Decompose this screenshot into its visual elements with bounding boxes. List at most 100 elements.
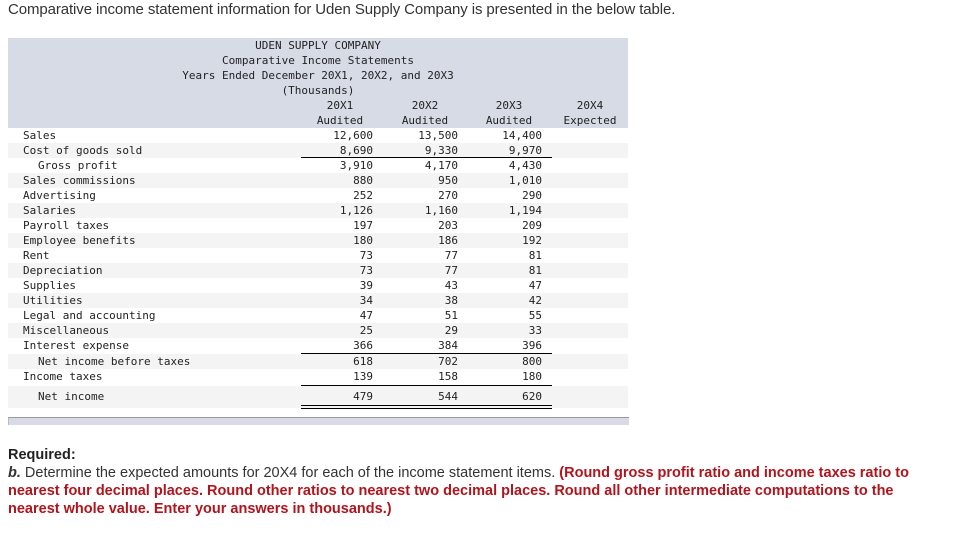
value-20x1: 180 <box>353 234 373 247</box>
value-20x2: 9,330 <box>424 144 458 157</box>
value-20x3: 81 <box>528 264 542 277</box>
col-status-20x4: Expected <box>563 114 617 127</box>
value-20x2: 270 <box>438 189 458 202</box>
table-row-depreciation: Depreciation 73 77 81 <box>8 263 628 278</box>
value-20x1: 197 <box>353 219 373 232</box>
table-row-supplies: Supplies 39 43 47 <box>8 278 628 293</box>
row-label: Sales <box>23 129 57 142</box>
statement-period: Years Ended December 20X1, 20X2, and 20X… <box>182 69 454 82</box>
value-20x2: 158 <box>438 370 458 383</box>
table-row-rent: Rent 73 77 81 <box>8 248 628 263</box>
instruction-text: Determine the expected amounts for 20X4 … <box>20 465 560 481</box>
value-20x3: 14,400 <box>502 129 542 142</box>
company-name: UDEN SUPPLY COMPANY <box>255 39 381 52</box>
value-20x3: 81 <box>528 249 542 262</box>
rounding-note: (Round gross profit ratio and income tax… <box>8 465 909 517</box>
table-row-employee-benefits: Employee benefits 180 186 192 <box>8 233 628 248</box>
value-20x1: 73 <box>359 264 373 277</box>
value-20x1: 139 <box>353 370 373 383</box>
col-year-20x4: 20X4 <box>576 99 604 112</box>
row-label: Salaries <box>23 204 76 217</box>
value-20x3: 1,010 <box>508 174 542 187</box>
table-row-sales-commissions: Sales commissions 880 950 1,010 <box>8 173 628 188</box>
value-20x2: 203 <box>438 219 458 232</box>
row-label: Supplies <box>23 279 76 292</box>
row-label: Miscellaneous <box>23 324 110 337</box>
row-label: Legal and accounting <box>23 309 156 322</box>
row-label: Payroll taxes <box>23 219 110 232</box>
table-row-gross-profit: Gross profit 3,910 4,170 4,430 <box>8 158 628 173</box>
statement-body: Sales 12,600 13,500 14,400 Cost of goods… <box>8 128 628 409</box>
value-20x3: 800 <box>522 355 542 368</box>
col-status-20x3: Audited <box>485 114 533 127</box>
required-title: Required: <box>8 447 76 463</box>
value-20x1: 73 <box>359 249 373 262</box>
col-status-20x1: Audited <box>316 114 364 127</box>
subtotal-rule <box>301 157 552 158</box>
part-label: b. <box>8 465 21 481</box>
table-row-sales: Sales 12,600 13,500 14,400 <box>8 128 628 143</box>
total-double-rule <box>301 405 552 409</box>
value-20x2: 29 <box>444 324 458 337</box>
value-20x2: 77 <box>444 249 458 262</box>
value-20x2: 13,500 <box>418 129 458 142</box>
col-status-20x2: Audited <box>401 114 449 127</box>
value-20x3: 33 <box>528 324 542 337</box>
value-20x1: 47 <box>359 309 373 322</box>
statement-units: (Thousands) <box>281 84 355 97</box>
row-label: Sales commissions <box>23 174 136 187</box>
value-20x3: 9,970 <box>508 144 542 157</box>
table-row-interest-expense: Interest expense 366 384 396 <box>8 338 628 354</box>
value-20x2: 1,160 <box>424 204 458 217</box>
row-label: Depreciation <box>23 264 103 277</box>
col-year-20x3: 20X3 <box>495 99 523 112</box>
intro-text: Comparative income statement information… <box>8 1 676 18</box>
subtotal-rule <box>301 385 552 386</box>
table-row-net-income-before-taxes: Net income before taxes 618 702 800 <box>8 354 628 369</box>
value-20x3: 1,194 <box>508 204 542 217</box>
income-statement-table: UDEN SUPPLY COMPANY Comparative Income S… <box>8 38 628 409</box>
statement-title: Comparative Income Statements <box>221 54 415 67</box>
col-year-20x2: 20X2 <box>411 99 439 112</box>
row-label: Cost of goods sold <box>23 144 143 157</box>
row-label: Gross profit <box>38 159 118 172</box>
horizontal-scrollbar[interactable] <box>8 417 629 425</box>
value-20x3: 55 <box>528 309 542 322</box>
value-20x3: 290 <box>522 189 542 202</box>
row-label: Rent <box>23 249 50 262</box>
col-year-20x1: 20X1 <box>326 99 354 112</box>
row-label: Net income <box>38 390 105 403</box>
value-20x1: 8,690 <box>339 144 373 157</box>
value-20x2: 702 <box>438 355 458 368</box>
row-label: Net income before taxes <box>38 355 191 368</box>
value-20x1: 3,910 <box>339 159 373 172</box>
value-20x2: 950 <box>438 174 458 187</box>
row-label: Utilities <box>23 294 83 307</box>
value-20x3: 192 <box>522 234 542 247</box>
table-row-payroll-taxes: Payroll taxes 197 203 209 <box>8 218 628 233</box>
statement-header: UDEN SUPPLY COMPANY Comparative Income S… <box>8 38 628 128</box>
value-20x3: 4,430 <box>508 159 542 172</box>
row-label: Employee benefits <box>23 234 136 247</box>
value-20x3: 620 <box>522 390 542 403</box>
value-20x2: 77 <box>444 264 458 277</box>
table-row-miscellaneous: Miscellaneous 25 29 33 <box>8 323 628 338</box>
value-20x1: 880 <box>353 174 373 187</box>
value-20x2: 51 <box>444 309 458 322</box>
value-20x3: 180 <box>522 370 542 383</box>
value-20x1: 25 <box>359 324 373 337</box>
table-row-income-taxes: Income taxes 139 158 180 <box>8 369 628 386</box>
value-20x2: 4,170 <box>424 159 458 172</box>
subtotal-rule <box>301 353 552 354</box>
value-20x2: 544 <box>438 390 458 403</box>
table-row-salaries: Salaries 1,126 1,160 1,194 <box>8 203 628 218</box>
value-20x1: 479 <box>353 390 373 403</box>
value-20x2: 38 <box>444 294 458 307</box>
value-20x3: 209 <box>522 219 542 232</box>
table-row-legal-accounting: Legal and accounting 47 51 55 <box>8 308 628 323</box>
row-label: Advertising <box>23 189 96 202</box>
value-20x1: 1,126 <box>339 204 373 217</box>
row-label: Income taxes <box>23 370 103 383</box>
value-20x2: 186 <box>438 234 458 247</box>
value-20x1: 366 <box>353 339 373 352</box>
